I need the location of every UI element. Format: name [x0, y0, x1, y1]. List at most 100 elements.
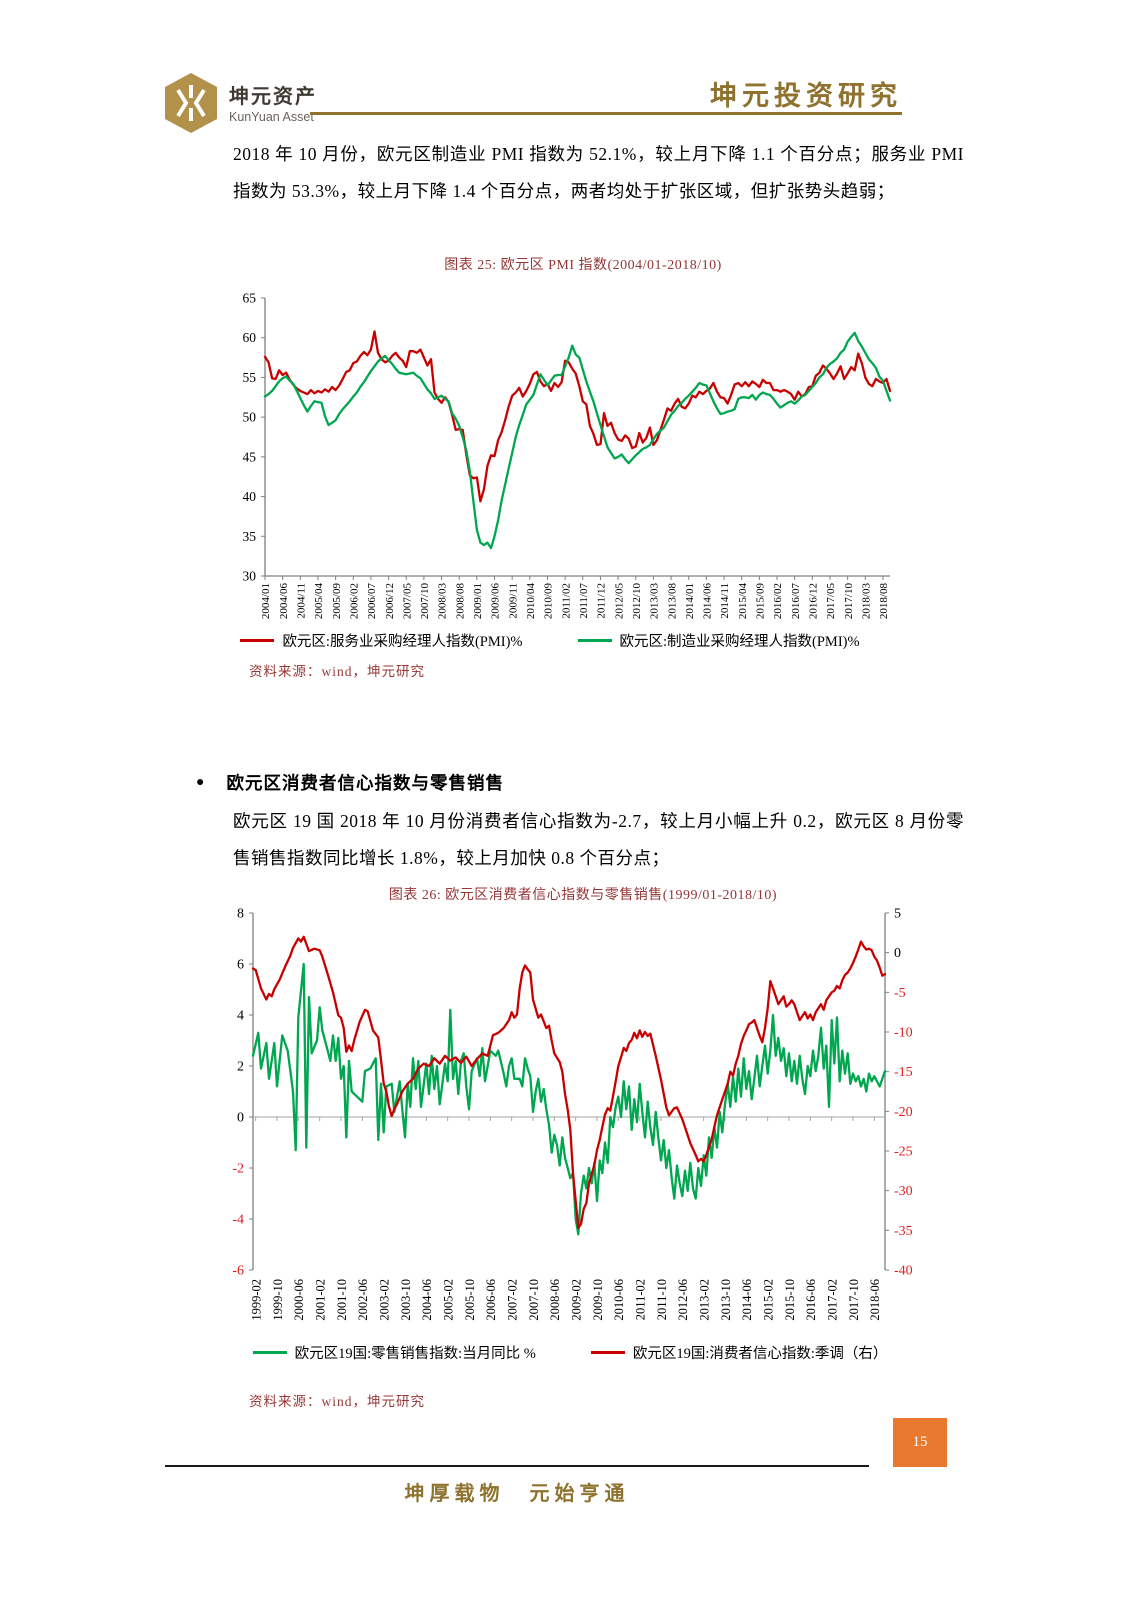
svg-text:8: 8	[237, 907, 244, 922]
svg-text:2010/09: 2010/09	[543, 583, 555, 620]
chart25-caption: 图表 25: 欧元区 PMI 指数(2004/01-2018/10)	[444, 258, 722, 273]
svg-text:2001-10: 2001-10	[335, 1279, 349, 1321]
svg-text:2007-10: 2007-10	[527, 1279, 541, 1321]
svg-text:2013-10: 2013-10	[719, 1279, 733, 1321]
svg-text:2015/04: 2015/04	[737, 583, 749, 620]
svg-text:2003-10: 2003-10	[399, 1279, 413, 1321]
svg-text:45: 45	[243, 449, 257, 464]
svg-text:2017/10: 2017/10	[843, 583, 855, 620]
document-title: 坤元投资研究	[710, 81, 902, 111]
svg-text:2007/10: 2007/10	[419, 583, 431, 620]
svg-text:-5: -5	[894, 986, 906, 1001]
footer-rule	[165, 1465, 869, 1467]
svg-text:2006/12: 2006/12	[384, 583, 396, 619]
paragraph-confidence-retail: 欧元区 19 国 2018 年 10 月份消费者信心指数为-2.7，较上月小幅上…	[233, 811, 964, 868]
company-name-cn: 坤元资产	[229, 86, 317, 109]
company-logo-icon	[163, 72, 219, 139]
svg-text:2000-06: 2000-06	[292, 1279, 306, 1321]
paragraph-pmi-summary: 2018 年 10 月份，欧元区制造业 PMI 指数为 52.1%，较上月下降 …	[233, 144, 964, 201]
chart26-caption: 图表 26: 欧元区消费者信心指数与零售销售(1999/01-2018/10)	[388, 888, 778, 903]
svg-text:2005-02: 2005-02	[441, 1279, 455, 1321]
svg-text:2007/05: 2007/05	[401, 583, 413, 620]
svg-text:2015-02: 2015-02	[761, 1279, 775, 1321]
svg-text:2011/07: 2011/07	[578, 583, 590, 619]
legend-line-swatch	[252, 1351, 287, 1354]
svg-text:35: 35	[243, 529, 257, 544]
legend-entry: 欧元区:服务业采购经理人指数(PMI)%	[240, 630, 523, 651]
svg-text:60: 60	[243, 330, 257, 345]
svg-text:2003-02: 2003-02	[377, 1279, 391, 1321]
legend-label: 欧元区19国:消费者信心指数:季调（右）	[632, 1346, 888, 1362]
svg-text:2007-02: 2007-02	[505, 1279, 519, 1321]
svg-text:2011/12: 2011/12	[596, 583, 608, 619]
svg-text:2014-06: 2014-06	[740, 1279, 754, 1321]
footer-motto: 坤厚载物 元始亨通	[404, 1483, 630, 1505]
svg-text:6: 6	[237, 958, 244, 973]
svg-text:2017/05: 2017/05	[825, 583, 837, 620]
bullet-icon: ●	[196, 774, 205, 790]
svg-text:2017-10: 2017-10	[847, 1279, 861, 1321]
svg-text:-6: -6	[232, 1264, 244, 1279]
svg-text:2016/07: 2016/07	[790, 583, 802, 620]
svg-text:2005/04: 2005/04	[313, 583, 325, 620]
svg-text:5: 5	[894, 907, 901, 922]
svg-text:2002-06: 2002-06	[356, 1279, 370, 1321]
svg-text:2001-02: 2001-02	[313, 1279, 327, 1321]
legend-line-swatch	[577, 639, 612, 642]
svg-text:2011/02: 2011/02	[560, 583, 572, 619]
svg-text:2011-10: 2011-10	[655, 1279, 669, 1320]
svg-text:1999-02: 1999-02	[249, 1279, 263, 1321]
svg-text:-10: -10	[894, 1026, 913, 1041]
svg-text:2005/09: 2005/09	[331, 583, 343, 620]
svg-text:2004-06: 2004-06	[420, 1279, 434, 1321]
svg-text:-25: -25	[894, 1145, 913, 1160]
svg-text:2012-06: 2012-06	[676, 1279, 690, 1321]
svg-text:2012/05: 2012/05	[613, 583, 625, 620]
svg-text:2018/08: 2018/08	[878, 583, 890, 620]
svg-text:-20: -20	[894, 1105, 913, 1120]
confidence-retail-line-chart: 8 6 4 2 0 -2 -4 -6 5 0 -5 -10 -15 -20 -25 -30 -35 -40 1999…	[232, 907, 913, 1321]
svg-text:2014/06: 2014/06	[702, 583, 714, 620]
svg-text:-40: -40	[894, 1264, 913, 1279]
svg-text:2006/07: 2006/07	[366, 583, 378, 620]
chart25: 30 35 40 45 50 55 60 65 2004/01 2004/06 2004/11 200…	[180, 283, 920, 633]
svg-text:40: 40	[243, 489, 257, 504]
svg-text:2009-10: 2009-10	[591, 1279, 605, 1321]
svg-text:2012/10: 2012/10	[631, 583, 643, 620]
company-logo: 坤元资产 KunYuan Asset	[163, 72, 317, 139]
legend-label: 欧元区19国:零售销售指数:当月同比 %	[294, 1346, 536, 1362]
svg-text:2015-10: 2015-10	[783, 1279, 797, 1321]
svg-text:2015/09: 2015/09	[755, 583, 767, 620]
section-heading: 欧元区消费者信心指数与零售销售	[226, 773, 504, 793]
svg-text:2009/11: 2009/11	[507, 583, 519, 619]
svg-text:2008/03: 2008/03	[437, 583, 449, 620]
svg-text:-30: -30	[894, 1184, 913, 1199]
svg-text:55: 55	[243, 370, 257, 385]
svg-text:0: 0	[894, 946, 901, 961]
svg-text:2004/06: 2004/06	[278, 583, 290, 620]
svg-text:2006-06: 2006-06	[484, 1279, 498, 1321]
svg-text:2013/03: 2013/03	[649, 583, 661, 620]
svg-text:1999-10: 1999-10	[271, 1279, 285, 1321]
svg-text:2009-02: 2009-02	[569, 1279, 583, 1321]
legend-label: 欧元区:服务业采购经理人指数(PMI)%	[282, 634, 523, 650]
chart25-legend: 欧元区:服务业采购经理人指数(PMI)% 欧元区:制造业采购经理人指数(PMI)%	[180, 630, 920, 651]
svg-text:2014/11: 2014/11	[719, 583, 731, 619]
svg-text:50: 50	[243, 410, 257, 425]
header-rule	[310, 112, 902, 115]
svg-text:2018/03: 2018/03	[860, 583, 872, 620]
chart26: 8 6 4 2 0 -2 -4 -6 5 0 -5 -10 -15 -20 -25 -30 -35 -40 1999…	[180, 903, 960, 1348]
svg-text:2009/01: 2009/01	[472, 583, 484, 619]
svg-text:2005-10: 2005-10	[463, 1279, 477, 1321]
page-number-badge: 15	[893, 1418, 947, 1467]
svg-text:2008-06: 2008-06	[548, 1279, 562, 1321]
svg-text:2004/11: 2004/11	[295, 583, 307, 619]
svg-text:2008/08: 2008/08	[454, 583, 466, 620]
svg-text:2014/01: 2014/01	[684, 583, 696, 619]
chart25-source-note: 资料来源：wind，坤元研究	[249, 664, 425, 679]
legend-entry: 欧元区19国:零售销售指数:当月同比 %	[252, 1342, 536, 1363]
svg-text:2013-02: 2013-02	[697, 1279, 711, 1321]
svg-text:4: 4	[237, 1009, 244, 1024]
svg-text:2016-06: 2016-06	[804, 1279, 818, 1321]
